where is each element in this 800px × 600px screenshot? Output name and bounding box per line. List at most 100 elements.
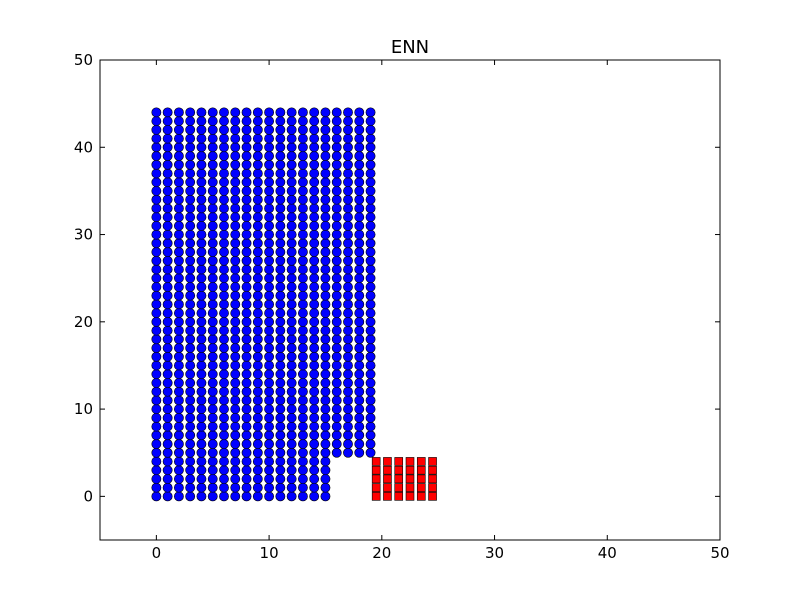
data-point-series-0 xyxy=(354,395,365,406)
data-point-series-0 xyxy=(174,404,184,414)
data-point-series-0 xyxy=(162,124,173,135)
data-point-series-0 xyxy=(286,395,297,406)
data-point-series-0 xyxy=(309,465,320,476)
data-point-series-0 xyxy=(275,482,286,493)
data-point-series-0 xyxy=(331,316,342,327)
data-point-series-0 xyxy=(196,378,207,388)
data-point-series-0 xyxy=(207,439,218,449)
data-point-series-0 xyxy=(174,386,184,397)
data-point-series-0 xyxy=(264,351,274,362)
data-point-series-0 xyxy=(252,124,263,135)
data-point-series-0 xyxy=(286,203,297,214)
data-point-series-0 xyxy=(298,290,308,301)
data-point-series-0 xyxy=(207,238,218,249)
data-point-series-0 xyxy=(320,133,331,144)
data-point-series-0 xyxy=(174,177,184,188)
data-point-series-0 xyxy=(241,325,252,336)
data-point-series-0 xyxy=(230,421,241,432)
data-point-series-0 xyxy=(264,107,274,118)
data-point-series-0 xyxy=(196,404,207,414)
data-point-series-0 xyxy=(207,316,218,327)
data-point-series-0 xyxy=(343,395,353,406)
data-point-series-0 xyxy=(207,142,218,153)
data-point-series-0 xyxy=(219,439,229,449)
data-point-series-0 xyxy=(298,116,308,126)
data-point-series-0 xyxy=(343,264,353,275)
data-point-series-0 xyxy=(230,351,241,362)
data-point-series-0 xyxy=(185,212,196,222)
data-point-series-0 xyxy=(298,395,308,406)
data-point-series-0 xyxy=(174,264,184,275)
data-point-series-0 xyxy=(174,430,184,441)
data-point-series-0 xyxy=(185,255,196,266)
data-point-series-0 xyxy=(241,491,252,502)
data-point-series-0 xyxy=(343,107,353,118)
data-point-series-0 xyxy=(151,290,162,301)
data-point-series-0 xyxy=(331,282,342,292)
data-point-series-0 xyxy=(207,203,218,214)
data-point-series-0 xyxy=(275,107,286,118)
data-point-series-0 xyxy=(252,491,263,502)
data-point-series-0 xyxy=(207,282,218,292)
data-point-series-0 xyxy=(286,430,297,441)
data-point-series-1 xyxy=(383,492,392,501)
data-point-series-0 xyxy=(207,107,218,118)
x-tick-label: 0 xyxy=(152,544,162,562)
data-point-series-0 xyxy=(264,386,274,397)
data-point-series-0 xyxy=(298,229,308,240)
data-point-series-0 xyxy=(298,386,308,397)
data-point-series-0 xyxy=(174,378,184,388)
data-point-series-0 xyxy=(230,203,241,214)
data-point-series-0 xyxy=(162,168,173,179)
data-point-series-0 xyxy=(151,142,162,153)
data-point-series-0 xyxy=(286,238,297,249)
x-tick-label: 50 xyxy=(710,544,729,562)
data-point-series-0 xyxy=(286,142,297,153)
data-point-series-0 xyxy=(286,404,297,414)
data-point-series-0 xyxy=(309,360,320,371)
data-point-series-0 xyxy=(320,421,331,432)
data-point-series-0 xyxy=(298,282,308,292)
data-point-series-0 xyxy=(298,151,308,161)
data-point-series-1 xyxy=(405,483,415,492)
data-point-series-0 xyxy=(354,369,365,380)
data-point-series-0 xyxy=(252,290,263,301)
data-point-series-0 xyxy=(174,194,184,205)
data-point-series-0 xyxy=(309,491,320,502)
data-point-series-0 xyxy=(252,194,263,205)
y-tick-label: 50 xyxy=(74,51,93,69)
data-point-series-0 xyxy=(365,395,376,406)
data-point-series-0 xyxy=(365,325,376,336)
data-point-series-0 xyxy=(354,142,365,153)
data-point-series-0 xyxy=(275,369,286,380)
data-point-series-0 xyxy=(219,273,229,284)
data-point-series-0 xyxy=(331,186,342,196)
data-point-series-0 xyxy=(174,351,184,362)
data-point-series-0 xyxy=(207,421,218,432)
data-point-series-0 xyxy=(309,482,320,493)
data-point-series-0 xyxy=(331,247,342,257)
data-point-series-0 xyxy=(286,447,297,458)
data-point-series-0 xyxy=(309,159,320,170)
data-point-series-0 xyxy=(309,212,320,222)
data-point-series-0 xyxy=(275,351,286,362)
data-point-series-0 xyxy=(196,116,207,126)
data-point-series-0 xyxy=(354,412,365,423)
data-point-series-0 xyxy=(320,212,331,222)
data-point-series-0 xyxy=(309,273,320,284)
data-point-series-0 xyxy=(207,308,218,318)
data-point-series-0 xyxy=(185,386,196,397)
data-point-series-0 xyxy=(230,238,241,249)
data-point-series-0 xyxy=(196,133,207,144)
data-point-series-0 xyxy=(365,282,376,292)
data-point-series-0 xyxy=(365,107,376,118)
axis-ticks: 0 10 20 30 40 50 0 10 20 30 40 50 xyxy=(74,51,730,562)
data-point-series-0 xyxy=(230,343,241,353)
data-point-series-0 xyxy=(264,334,274,345)
data-point-series-0 xyxy=(151,343,162,353)
data-point-series-0 xyxy=(354,212,365,222)
data-point-series-0 xyxy=(320,351,331,362)
data-point-series-0 xyxy=(365,151,376,161)
data-point-series-0 xyxy=(162,421,173,432)
data-point-series-0 xyxy=(354,299,365,310)
